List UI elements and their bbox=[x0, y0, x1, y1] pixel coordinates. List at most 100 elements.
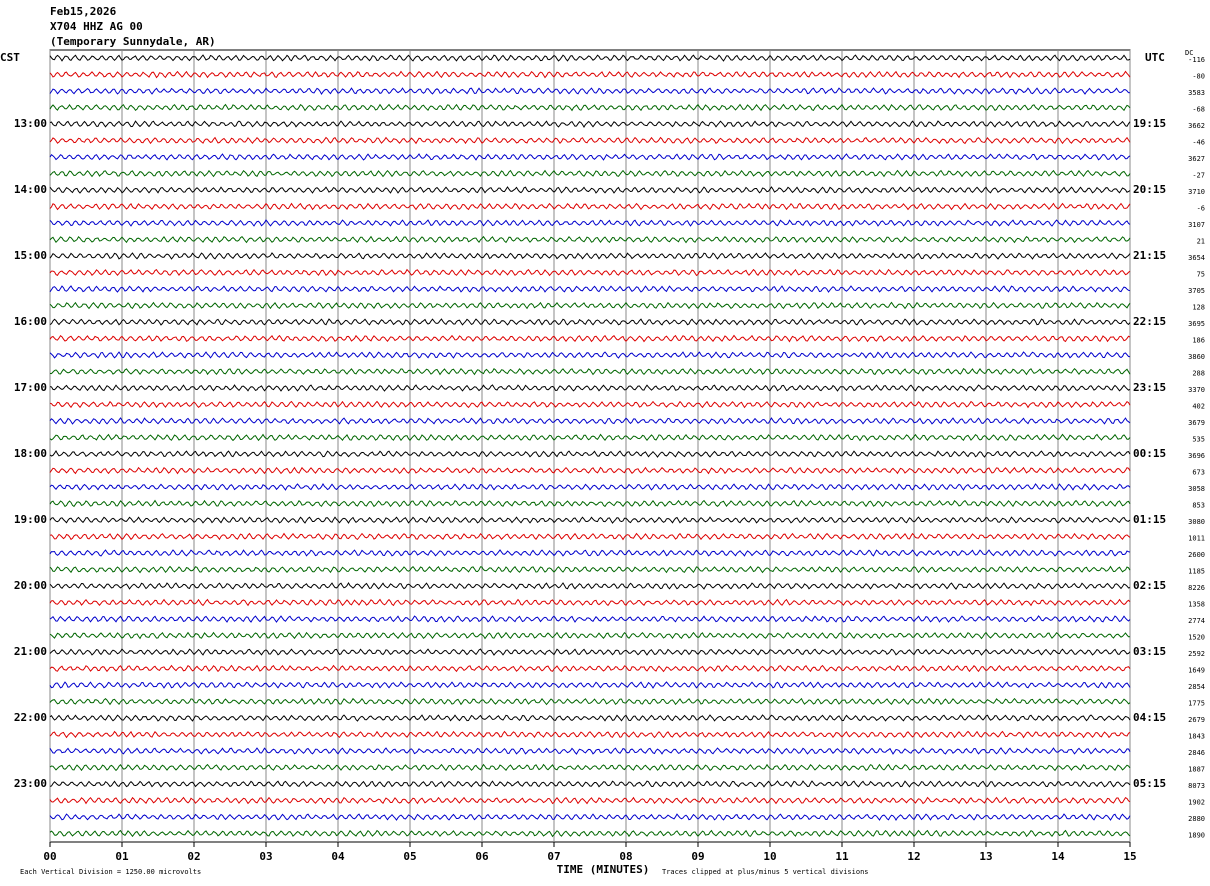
seismic-trace bbox=[49, 648, 1131, 656]
seismic-trace bbox=[49, 763, 1131, 772]
dc-value: 1649 bbox=[1188, 667, 1205, 675]
utc-label: 22:15 bbox=[1133, 315, 1166, 328]
utc-label: 04:15 bbox=[1133, 711, 1166, 724]
dc-value: 288 bbox=[1192, 370, 1205, 378]
dc-title: DC bbox=[1185, 49, 1193, 57]
seismic-trace bbox=[49, 747, 1131, 755]
dc-value: 3080 bbox=[1188, 518, 1205, 526]
dc-value: 3696 bbox=[1188, 452, 1205, 460]
x-tick-label: 13 bbox=[979, 850, 992, 863]
seismic-trace bbox=[49, 301, 1131, 310]
dc-value: -68 bbox=[1192, 106, 1205, 114]
seismic-trace bbox=[49, 829, 1131, 838]
seismic-trace bbox=[49, 466, 1131, 475]
cst-label: 16:00 bbox=[14, 315, 47, 328]
left-axis-title: CST bbox=[0, 51, 20, 64]
dc-value: -46 bbox=[1192, 139, 1205, 147]
dc-value: 3654 bbox=[1188, 254, 1205, 262]
seismic-trace bbox=[49, 664, 1131, 673]
cst-label: 14:00 bbox=[14, 183, 47, 196]
seismic-trace bbox=[49, 565, 1131, 574]
seismic-trace bbox=[49, 87, 1131, 95]
dc-value: 3662 bbox=[1188, 122, 1205, 130]
dc-value: 2774 bbox=[1188, 617, 1205, 625]
seismic-trace bbox=[49, 70, 1131, 79]
dc-value: 1011 bbox=[1188, 535, 1205, 543]
dc-value: 3695 bbox=[1188, 320, 1205, 328]
seismic-trace bbox=[49, 813, 1131, 821]
x-tick-label: 03 bbox=[259, 850, 272, 863]
x-tick-label: 02 bbox=[187, 850, 200, 863]
x-tick-label: 07 bbox=[547, 850, 560, 863]
seismic-trace bbox=[49, 318, 1131, 326]
dc-value: 1185 bbox=[1188, 568, 1205, 576]
seismic-trace bbox=[49, 334, 1131, 343]
dc-value: 2679 bbox=[1188, 716, 1205, 724]
utc-label: 19:15 bbox=[1133, 117, 1166, 130]
dc-value: 2600 bbox=[1188, 551, 1205, 559]
cst-label: 18:00 bbox=[14, 447, 47, 460]
x-tick-label: 06 bbox=[475, 850, 489, 863]
seismic-trace bbox=[49, 483, 1131, 491]
dc-value: 1775 bbox=[1188, 700, 1205, 708]
dc-value: 3058 bbox=[1188, 485, 1205, 493]
x-tick-label: 15 bbox=[1123, 850, 1136, 863]
x-tick-label: 05 bbox=[403, 850, 416, 863]
dc-value: 3627 bbox=[1188, 155, 1205, 163]
dc-value: 2592 bbox=[1188, 650, 1205, 658]
seismic-trace bbox=[49, 120, 1131, 128]
x-axis-title: TIME (MINUTES) bbox=[557, 863, 650, 876]
dc-value: 8073 bbox=[1188, 782, 1205, 790]
seismic-trace bbox=[49, 433, 1131, 442]
utc-label: 21:15 bbox=[1133, 249, 1166, 262]
utc-label: 20:15 bbox=[1133, 183, 1166, 196]
cst-label: 20:00 bbox=[14, 579, 47, 592]
seismic-trace bbox=[49, 697, 1131, 706]
clip-note: Traces clipped at plus/minus 5 vertical … bbox=[662, 868, 869, 876]
seismic-trace bbox=[49, 681, 1131, 689]
seismic-trace bbox=[49, 367, 1131, 376]
cst-label: 21:00 bbox=[14, 645, 47, 658]
seismic-trace bbox=[49, 450, 1131, 458]
dc-value: 3370 bbox=[1188, 386, 1205, 394]
dc-value: 402 bbox=[1192, 403, 1205, 411]
location: (Temporary Sunnydale, AR) bbox=[50, 35, 216, 48]
dc-value: 2854 bbox=[1188, 683, 1205, 691]
x-tick-label: 12 bbox=[907, 850, 920, 863]
seismic-trace bbox=[49, 631, 1130, 640]
x-tick-label: 04 bbox=[331, 850, 345, 863]
dc-value: 3860 bbox=[1188, 353, 1205, 361]
dc-value: 1890 bbox=[1188, 832, 1205, 840]
x-tick-label: 10 bbox=[763, 850, 776, 863]
cst-label: 19:00 bbox=[14, 513, 47, 526]
utc-label: 05:15 bbox=[1133, 777, 1166, 790]
x-tick-label: 08 bbox=[619, 850, 632, 863]
date: Feb15,2026 bbox=[50, 5, 117, 18]
seismic-trace bbox=[49, 549, 1131, 557]
seismic-trace bbox=[49, 400, 1131, 409]
dc-value: -27 bbox=[1192, 172, 1205, 180]
dc-value: 2846 bbox=[1188, 749, 1205, 757]
dc-value: 2880 bbox=[1188, 815, 1205, 823]
seismic-trace bbox=[49, 730, 1131, 739]
seismic-trace bbox=[49, 285, 1131, 293]
x-tick-label: 09 bbox=[691, 850, 704, 863]
utc-label: 23:15 bbox=[1133, 381, 1166, 394]
seismic-trace bbox=[49, 714, 1131, 722]
x-tick-label: 01 bbox=[115, 850, 129, 863]
dc-value: 1358 bbox=[1188, 601, 1205, 609]
dc-value: 186 bbox=[1192, 337, 1205, 345]
seismic-trace bbox=[49, 169, 1131, 178]
seismic-trace bbox=[49, 103, 1131, 112]
seismic-trace bbox=[49, 598, 1131, 607]
dc-value: 128 bbox=[1192, 304, 1205, 312]
dc-value: 8226 bbox=[1188, 584, 1205, 592]
utc-label: 02:15 bbox=[1133, 579, 1166, 592]
seismic-trace bbox=[49, 615, 1131, 623]
seismic-trace bbox=[49, 796, 1131, 805]
dc-value: 1520 bbox=[1188, 634, 1205, 642]
seismic-trace bbox=[49, 219, 1131, 227]
seismic-trace bbox=[49, 153, 1131, 161]
